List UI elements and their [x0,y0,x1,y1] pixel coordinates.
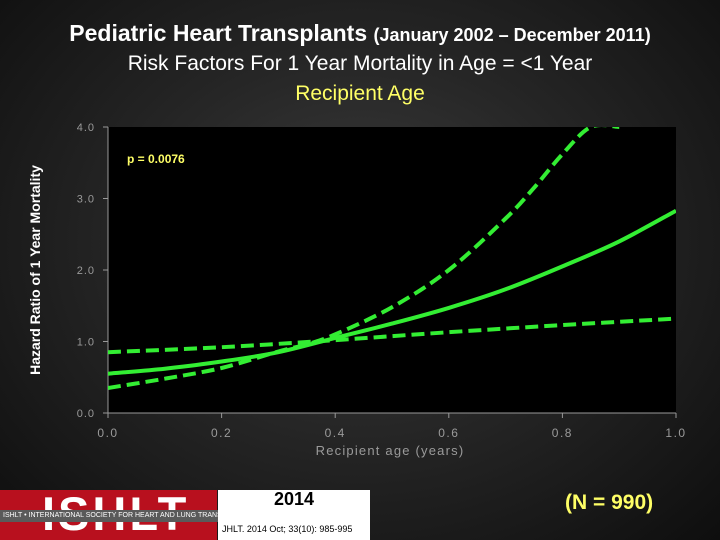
series-line-lower-95-ci [108,316,676,355]
sample-size: (N = 990) [565,491,654,514]
x-tick-label: 0.6 [438,426,459,440]
plot-area [108,127,676,413]
series-line-hazard-ratio [108,208,676,376]
y-tick-label: 3.0 [77,194,95,206]
p-value-annotation: p = 0.0076 [127,152,185,166]
chart-subtitle-highlight: Recipient Age [295,82,425,105]
title-main: Pediatric Heart Transplants [69,20,368,46]
series-line-upper-95-ci [108,127,620,390]
x-tick-label: 0.2 [211,426,232,440]
x-tick-label: 0.0 [97,426,118,440]
report-year: 2014 [273,489,315,509]
y-tick-label: 2.0 [77,265,95,277]
title-dates: (January 2002 – December 2011) [373,25,651,45]
chart-subtitle: Risk Factors For 1 Year Mortality in Age… [127,52,593,75]
y-tick-label: 1.0 [77,337,95,349]
x-tick-label: 0.4 [325,426,346,440]
citation: JHLT. 2014 Oct; 33(10): 985-995 [222,524,353,534]
x-tick-label: 1.0 [665,426,686,440]
x-tick-label: 0.8 [552,426,573,440]
x-axis-label: Recipient age (years) [316,443,465,458]
year-box: 2014 JHLT. 2014 Oct; 33(10): 985-995 [218,489,370,540]
y-tick-label: 4.0 [77,122,95,134]
slide-title: Pediatric Heart Transplants (January 200… [0,20,720,47]
y-tick-label: 0.0 [77,408,95,420]
